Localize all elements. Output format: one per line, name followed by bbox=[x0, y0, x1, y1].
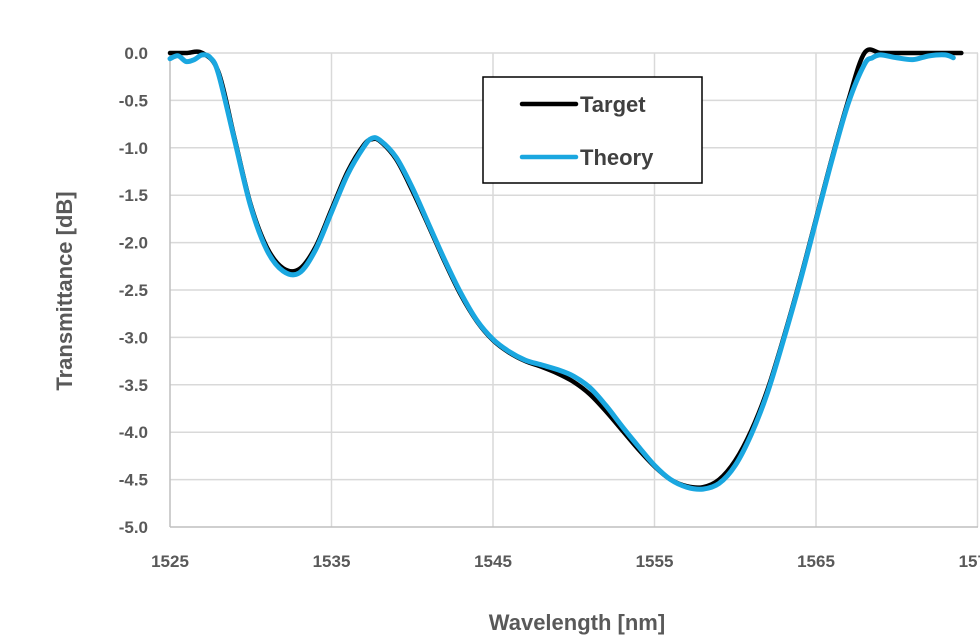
y-tick-label: -1.0 bbox=[119, 139, 148, 158]
series-line-theory bbox=[167, 52, 956, 492]
y-tick-label: -2.0 bbox=[119, 234, 148, 253]
legend-label-theory: Theory bbox=[580, 145, 654, 170]
y-tick-label: -4.5 bbox=[119, 471, 148, 490]
legend-label-target: Target bbox=[580, 92, 646, 117]
x-tick-label: 1545 bbox=[474, 552, 512, 571]
y-tick-label: -2.5 bbox=[119, 281, 148, 300]
y-tick-label: -3.5 bbox=[119, 376, 148, 395]
x-tick-label: 1535 bbox=[313, 552, 351, 571]
y-tick-label: -1.5 bbox=[119, 186, 148, 205]
y-tick-label: -5.0 bbox=[119, 518, 148, 537]
legend-box bbox=[482, 76, 703, 184]
y-tick-label: -4.0 bbox=[119, 423, 148, 442]
x-tick-label: 1525 bbox=[151, 552, 189, 571]
x-axis-title: Wavelength [nm] bbox=[489, 610, 665, 635]
y-axis-title: Transmittance [dB] bbox=[52, 191, 77, 390]
x-tick-label: 1555 bbox=[636, 552, 674, 571]
tick-labels: 0.0 -0.5 -1.0 -1.5 -2.0 -2.5 -3.0 -3.5 -4.0 -4.5 -… bbox=[119, 44, 980, 571]
legend: Target Theory bbox=[482, 76, 703, 184]
axes bbox=[169, 53, 978, 528]
y-tick-label: -0.5 bbox=[119, 91, 148, 110]
y-tick-label: -3.0 bbox=[119, 328, 148, 347]
y-tick-label: 0.0 bbox=[124, 44, 148, 63]
x-tick-label: 1575 bbox=[959, 552, 980, 571]
x-tick-label: 1565 bbox=[797, 552, 835, 571]
series-layer bbox=[167, 47, 964, 492]
